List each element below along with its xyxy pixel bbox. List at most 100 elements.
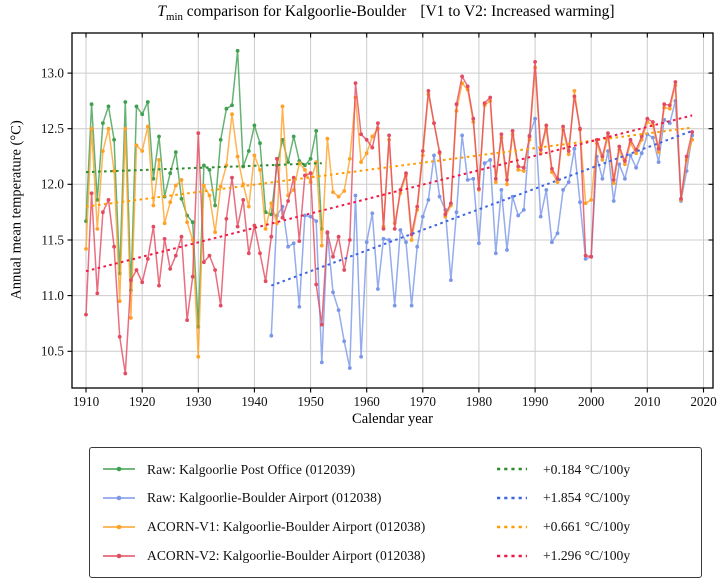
y-tick-label: 12.0 (41, 177, 64, 192)
data-point-marker (667, 106, 672, 111)
data-point-marker (628, 153, 633, 158)
title-subscript: min (166, 11, 183, 24)
data-point-marker (578, 200, 582, 205)
data-point-marker (527, 134, 532, 139)
data-point-marker (521, 208, 526, 212)
data-point-marker (202, 183, 206, 188)
data-point-marker (190, 274, 195, 279)
data-point-marker (269, 234, 274, 239)
legend-series-marker-icon (103, 524, 135, 530)
data-point-marker (252, 153, 257, 158)
data-point-marker (258, 251, 262, 256)
data-point-marker (123, 371, 128, 376)
data-point-marker (477, 186, 481, 191)
data-point-marker (611, 181, 616, 186)
data-point-marker (291, 241, 296, 246)
data-point-marker (370, 134, 375, 139)
data-point-marker (263, 279, 268, 284)
data-point-marker (280, 215, 285, 220)
data-point-marker (499, 188, 504, 192)
data-point-marker (325, 136, 330, 141)
data-point-marker (291, 134, 296, 139)
data-point-marker (202, 163, 206, 168)
legend: Raw: Kalgoorlie Post Office (012039) +0.1… (89, 447, 702, 578)
data-point-marker (218, 137, 223, 142)
data-point-marker (353, 193, 358, 198)
data-point-marker (656, 146, 661, 151)
data-point-marker (246, 149, 251, 153)
data-point-marker (505, 178, 509, 182)
data-point-marker (583, 257, 588, 261)
data-point-marker (561, 124, 565, 129)
data-point-marker (179, 234, 184, 239)
data-point-marker (112, 244, 116, 249)
x-tick-label: 1940 (241, 394, 268, 409)
data-point-marker (623, 162, 627, 167)
data-point-marker (185, 318, 190, 322)
data-point-marker (449, 278, 453, 282)
data-point-marker (336, 308, 341, 312)
data-point-marker (392, 303, 397, 308)
data-point-marker (510, 129, 515, 133)
data-point-marker (516, 168, 521, 172)
data-point-marker (505, 182, 509, 187)
data-point-marker (286, 244, 290, 249)
x-tick-label: 1980 (466, 394, 493, 409)
data-point-marker (112, 169, 116, 173)
data-point-marker (179, 196, 184, 201)
data-point-marker (589, 254, 594, 259)
data-point-marker (561, 188, 565, 192)
data-point-marker (398, 228, 403, 232)
data-point-marker (347, 366, 352, 370)
data-point-marker (224, 216, 229, 221)
data-point-marker (190, 220, 195, 225)
data-point-marker (420, 149, 425, 153)
data-point-marker (516, 164, 521, 169)
data-point-marker (460, 74, 464, 79)
series-line-3 (85, 61, 693, 375)
legend-series-label: ACORN-V1: Kalgoorlie-Boulder Airport (01… (147, 519, 426, 535)
series-line-1 (270, 100, 693, 369)
data-point-marker (101, 121, 105, 125)
x-tick-label: 2010 (634, 394, 661, 409)
data-point-marker (415, 244, 420, 249)
data-point-marker (117, 334, 122, 339)
data-point-marker (269, 201, 274, 206)
data-point-marker (359, 132, 363, 137)
data-point-marker (325, 230, 330, 235)
data-point-marker (370, 145, 375, 150)
data-point-marker (168, 267, 173, 271)
data-point-marker (533, 60, 537, 64)
data-point-marker (566, 152, 571, 157)
data-point-marker (544, 188, 549, 192)
data-point-marker (465, 178, 470, 182)
data-point-marker (145, 100, 150, 104)
data-point-marker (246, 204, 251, 209)
data-point-marker (482, 161, 487, 166)
data-point-marker (151, 203, 156, 208)
data-point-marker (151, 224, 156, 229)
legend-trend-marker-icon (497, 468, 527, 471)
data-point-marker (173, 150, 178, 155)
data-point-marker (550, 240, 554, 245)
data-point-marker (303, 213, 307, 218)
data-point-marker (112, 137, 116, 142)
data-point-marker (600, 158, 605, 162)
data-point-marker (667, 103, 672, 108)
y-tick-label: 11.5 (41, 232, 64, 247)
data-point-marker (538, 214, 543, 219)
data-point-marker (533, 116, 537, 121)
data-point-marker (471, 116, 476, 121)
data-point-marker (134, 104, 139, 109)
data-point-marker (308, 156, 313, 161)
data-point-marker (106, 104, 111, 109)
data-point-marker (465, 84, 470, 89)
y-tick-label: 10.5 (41, 344, 64, 359)
data-point-marker (443, 212, 448, 217)
data-point-marker (566, 180, 571, 185)
data-point-marker (566, 149, 571, 153)
data-point-marker (684, 154, 689, 159)
legend-trend-label: +1.296 °C/100y (543, 547, 631, 563)
data-point-marker (252, 223, 257, 228)
data-point-marker (314, 219, 319, 224)
